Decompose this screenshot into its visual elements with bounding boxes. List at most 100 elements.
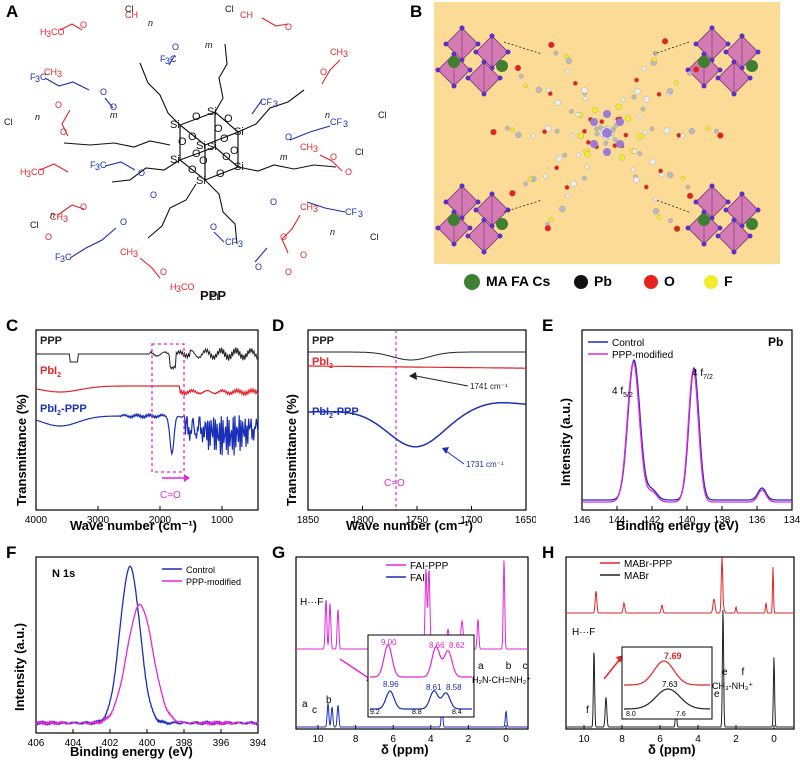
svg-text:3: 3 — [313, 144, 318, 154]
perovskite-cluster — [685, 25, 761, 97]
o-marker — [644, 275, 658, 289]
svg-text:8.96: 8.96 — [383, 680, 399, 689]
perovskite-cluster — [435, 183, 511, 255]
svg-text:O: O — [60, 127, 67, 137]
svg-text:3: 3 — [35, 74, 40, 84]
ppp-trace — [308, 351, 526, 361]
cation-sphere — [746, 218, 758, 230]
svg-text:FAI-PPP: FAI-PPP — [410, 561, 449, 572]
panel-label-c: C — [6, 316, 19, 335]
svg-text:CH: CH — [44, 67, 57, 77]
ppp-molecule-model — [490, 38, 724, 232]
annotation-1741: 1741 cm⁻¹ — [470, 382, 508, 391]
tick-label: 140 — [679, 515, 696, 526]
svg-text:H: H — [40, 27, 47, 37]
carbonyl-highlight-box — [151, 343, 185, 473]
panel-b-legend: MA FA Cs Pb O F — [464, 272, 794, 294]
tick-label: 398 — [176, 738, 193, 749]
polymer-arms — [63, 43, 337, 245]
tick-label: 394 — [250, 738, 266, 749]
legend-ma-fa-cs: MA FA Cs — [486, 273, 551, 289]
panel-label-a: A — [6, 2, 19, 21]
tick-label: 8 — [353, 734, 359, 745]
svg-text:F: F — [30, 72, 36, 82]
label-pbi2: PbI — [40, 365, 57, 377]
svg-text:O: O — [285, 132, 292, 142]
carbonyl-label: C=O — [160, 490, 181, 501]
svg-text:PbI2: PbI2 — [40, 365, 61, 379]
svg-text:O: O — [330, 152, 337, 162]
svg-text:8.62: 8.62 — [449, 641, 465, 650]
ma-fa-cs-marker — [464, 274, 480, 290]
svg-text:O: O — [285, 267, 292, 277]
svg-text:O: O — [45, 232, 52, 242]
svg-text:3: 3 — [358, 209, 363, 219]
svg-text:m: m — [280, 152, 288, 162]
mabr-formula: CH₃-NH₃⁺ — [712, 681, 753, 691]
tick-label: 4000 — [25, 515, 48, 526]
svg-text:MABr-PPP: MABr-PPP — [624, 559, 673, 570]
svg-text:9.2: 9.2 — [370, 709, 380, 716]
x-axis-label-d: Wave number (cm⁻¹) — [346, 518, 473, 533]
tick-label: 136 — [749, 515, 766, 526]
svg-text:F: F — [55, 252, 61, 262]
svg-text:Cl: Cl — [355, 147, 364, 157]
svg-text:4 f5/2: 4 f5/2 — [612, 386, 633, 399]
svg-text:O: O — [192, 111, 201, 123]
svg-text:3: 3 — [343, 49, 348, 59]
tick-label: 404 — [65, 738, 82, 749]
y-axis-label-f: Intensity (a.u.) — [12, 623, 27, 711]
inset-h — [621, 646, 713, 720]
svg-text:O: O — [220, 133, 229, 145]
svg-text:O: O — [80, 202, 87, 212]
tick-label: 2000 — [149, 515, 172, 526]
legend-control: Control — [612, 338, 644, 349]
svg-text:CO: CO — [181, 282, 195, 292]
svg-text:CH: CH — [50, 212, 63, 222]
annotation-1731: 1731 cm⁻¹ — [466, 460, 504, 469]
tick-label: 146 — [574, 515, 591, 526]
svg-text:Cl: Cl — [370, 232, 379, 242]
svg-text:Si: Si — [170, 154, 180, 166]
label-ppp: PPP — [40, 335, 62, 347]
svg-text:f: f — [586, 705, 589, 716]
pb-marker — [574, 275, 588, 289]
fai-trace — [296, 701, 528, 728]
svg-text:C: C — [170, 54, 177, 64]
svg-text:O: O — [285, 22, 292, 32]
svg-text:CO: CO — [31, 167, 45, 177]
cation-sphere — [496, 218, 508, 230]
cation-sphere — [448, 56, 460, 68]
tick-label: 6 — [390, 734, 396, 745]
svg-text:n: n — [50, 210, 55, 220]
svg-text:O: O — [172, 42, 179, 52]
panel-label-g: G — [272, 543, 286, 562]
tick-label: 1000 — [211, 515, 234, 526]
svg-text:O: O — [300, 250, 307, 260]
svg-text:PbI2-PPP: PbI2-PPP — [312, 406, 359, 420]
tick-label: 144 — [609, 515, 626, 526]
tick-label: 3000 — [87, 515, 110, 526]
tick-label: 134 — [784, 515, 800, 526]
svg-text:3: 3 — [165, 56, 170, 66]
svg-text:Cl: Cl — [210, 292, 219, 302]
svg-text:O: O — [210, 222, 217, 232]
svg-text:CF: CF — [330, 117, 342, 127]
panel-label-b: B — [410, 2, 423, 21]
svg-text:Cl: Cl — [378, 110, 387, 120]
tick-label: 1800 — [351, 515, 374, 526]
svg-text:n: n — [148, 18, 153, 28]
y-axis-label-e: Intensity (a.u.) — [558, 398, 573, 486]
svg-text:O: O — [160, 267, 167, 277]
fai-formula: H₂N-CH=NH₂⁺ — [472, 675, 531, 685]
svg-text:H: H — [20, 167, 27, 177]
legend-f: F — [724, 273, 733, 289]
svg-text:9.00: 9.00 — [381, 638, 397, 647]
svg-text:O: O — [150, 190, 157, 200]
tick-label: 138 — [714, 515, 731, 526]
hf-label-h: H···F — [572, 627, 595, 638]
nmr-fai-chart: 10 8 6 4 2 0 FAI-PPP FAI H···F 9.00 8.66 8.62… — [295, 556, 531, 757]
svg-text:CH: CH — [240, 10, 253, 20]
svg-text:O: O — [188, 131, 197, 143]
x-axis-label-e: Binding energy (eV) — [616, 518, 739, 533]
